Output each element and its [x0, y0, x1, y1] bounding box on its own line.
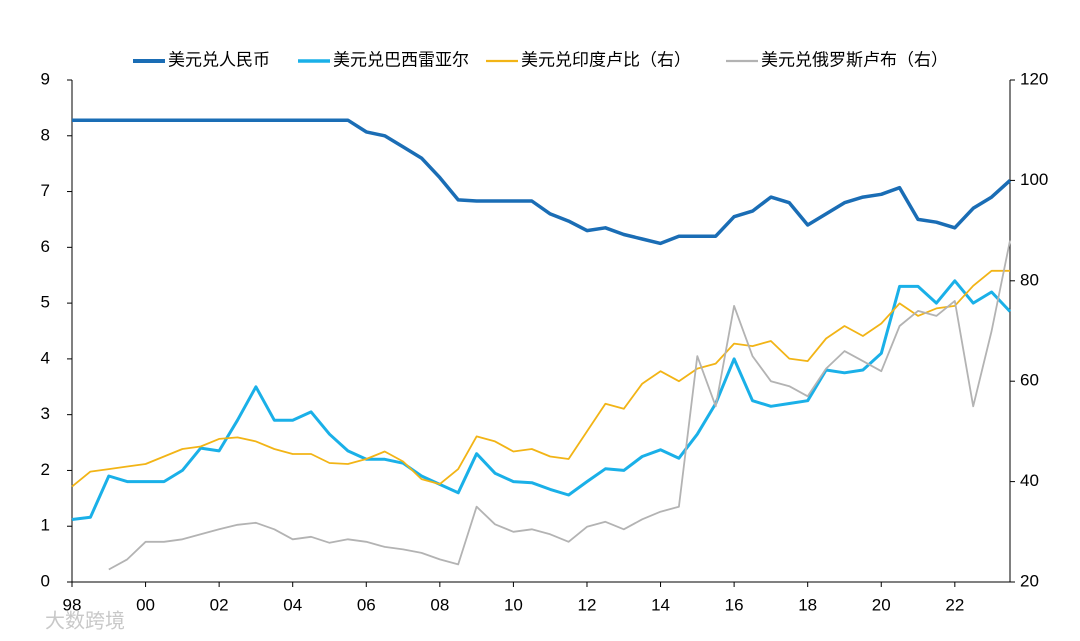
x-tick-label: 04 [283, 595, 302, 614]
y-tick-label: 4 [41, 348, 50, 367]
y-tick-label: 1 [41, 516, 50, 535]
y-tick-label: 9 [41, 69, 50, 88]
x-tick-label: 06 [357, 595, 376, 614]
x-tick-label: 00 [136, 595, 155, 614]
y2-tick-label: 60 [1020, 371, 1039, 390]
y-tick-label: 8 [41, 125, 50, 144]
y2-tick-label: 40 [1020, 471, 1039, 490]
y-tick-label: 7 [41, 181, 50, 200]
legend-label: 美元兑巴西雷亚尔 [333, 50, 469, 69]
x-tick-label: 98 [63, 595, 82, 614]
y2-tick-label: 100 [1020, 170, 1048, 189]
legend-label: 美元兑人民币 [168, 50, 270, 69]
watermark: 大数跨境 [45, 609, 125, 632]
y-tick-label: 5 [41, 293, 50, 312]
y2-tick-label: 120 [1020, 69, 1048, 88]
x-tick-label: 08 [430, 595, 449, 614]
x-tick-label: 20 [872, 595, 891, 614]
series-line [71, 269, 1010, 488]
x-tick-label: 02 [210, 595, 229, 614]
legend-label: 美元兑俄罗斯卢布（右） [761, 50, 948, 69]
y-tick-label: 2 [41, 460, 50, 479]
series-line [71, 279, 1012, 521]
x-tick-label: 16 [725, 595, 744, 614]
x-tick-label: 18 [798, 595, 817, 614]
y2-tick-label: 20 [1020, 571, 1039, 590]
x-tick-label: 12 [578, 595, 597, 614]
x-tick-label: 14 [651, 595, 670, 614]
x-tick-label: 10 [504, 595, 523, 614]
y2-tick-label: 80 [1020, 270, 1039, 289]
series-line [72, 118, 1012, 246]
y-tick-label: 6 [41, 237, 50, 256]
series-line [108, 240, 1011, 571]
x-tick-label: 22 [945, 595, 964, 614]
legend-label: 美元兑印度卢比（右） [521, 50, 691, 69]
y-tick-label: 0 [41, 571, 50, 590]
y-tick-label: 3 [41, 404, 50, 423]
